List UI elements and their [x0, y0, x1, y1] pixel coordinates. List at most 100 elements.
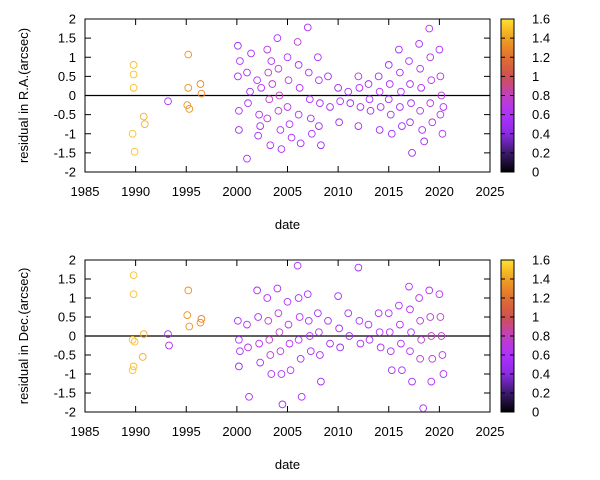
- data-point: [274, 64, 283, 73]
- data-point: [293, 261, 302, 270]
- data-point: [425, 24, 434, 33]
- data-point: [387, 129, 396, 138]
- data-point: [435, 45, 444, 54]
- data-point: [317, 141, 325, 150]
- data-point: [277, 145, 286, 153]
- data-point: [236, 57, 244, 65]
- data-point: [286, 366, 295, 375]
- data-point: [253, 76, 261, 85]
- data-point: [265, 95, 274, 104]
- data-point: [355, 83, 364, 92]
- colorbar-tick-label: 0.4: [532, 367, 550, 382]
- data-point: [386, 110, 395, 119]
- data-point: [303, 23, 312, 32]
- data-point: [266, 351, 275, 359]
- data-point: [284, 76, 293, 85]
- data-point: [297, 392, 306, 401]
- data-point: [386, 347, 395, 356]
- data-point: [235, 126, 243, 134]
- data-point: [305, 332, 314, 340]
- data-point: [315, 328, 323, 337]
- data-point: [234, 41, 242, 50]
- data-point: [415, 40, 423, 48]
- y-tick-label: -1.5: [54, 386, 76, 401]
- data-point: [396, 103, 404, 111]
- data-point: [185, 322, 194, 331]
- data-point: [254, 313, 262, 321]
- data-point: [139, 330, 148, 338]
- data-point: [243, 68, 251, 77]
- data-point: [336, 97, 345, 106]
- x-tick-label: 1985: [71, 184, 100, 199]
- data-point: [285, 120, 294, 129]
- data-point: [128, 366, 137, 375]
- data-point: [306, 114, 315, 123]
- data-point: [295, 313, 304, 321]
- data-point: [275, 91, 284, 100]
- data-point: [385, 328, 394, 337]
- data-point: [274, 309, 283, 318]
- data-point: [317, 377, 325, 386]
- colorbar-tick-label: 0.6: [532, 348, 550, 363]
- y-axis-label: residual in R.A.(arcsec): [16, 28, 31, 163]
- data-point: [437, 332, 446, 340]
- colorbar-tick-label: 1.4: [532, 31, 550, 46]
- data-point: [307, 129, 316, 138]
- data-point: [184, 83, 193, 92]
- data-point: [375, 87, 384, 96]
- data-point: [264, 316, 273, 325]
- data-point: [129, 271, 138, 280]
- y-tick-label: -2: [64, 405, 76, 420]
- data-point: [365, 95, 374, 104]
- data-point: [268, 80, 277, 88]
- data-point: [304, 68, 313, 77]
- x-tick-label: 2025: [476, 424, 505, 439]
- data-point: [420, 137, 429, 146]
- colorbar-tick-label: 1: [532, 69, 539, 84]
- data-point: [138, 353, 147, 361]
- data-point: [436, 72, 445, 81]
- data-point: [418, 126, 427, 134]
- data-point: [254, 131, 262, 140]
- data-point: [344, 87, 353, 96]
- data-point: [267, 57, 276, 65]
- colorbar-tick-label: 0.8: [532, 329, 550, 344]
- y-tick-label: 0.5: [58, 69, 76, 84]
- data-point: [184, 50, 193, 59]
- data-point: [427, 76, 436, 85]
- data-point: [263, 294, 272, 302]
- colorbar-tick-label: 0.6: [532, 107, 550, 122]
- colorbar-tick-label: 0.4: [532, 126, 550, 141]
- data-point: [314, 309, 322, 318]
- y-tick-label: 2: [69, 253, 76, 268]
- data-point: [439, 370, 448, 378]
- data-point: [408, 377, 416, 386]
- data-point: [426, 313, 435, 321]
- data-point: [130, 147, 139, 156]
- colorbar-tick-label: 1.4: [532, 272, 550, 287]
- data-point: [425, 286, 434, 295]
- data-point: [295, 83, 304, 92]
- data-point: [416, 64, 424, 73]
- data-point: [294, 294, 303, 302]
- data-point: [164, 330, 172, 338]
- data-point: [374, 72, 383, 81]
- data-point: [287, 133, 296, 142]
- data-point: [436, 110, 445, 119]
- data-point: [184, 286, 193, 295]
- data-point: [406, 118, 414, 127]
- y-tick-label: -2: [64, 165, 76, 180]
- data-point: [283, 53, 292, 62]
- data-point: [398, 366, 406, 375]
- data-point: [255, 110, 264, 119]
- data-point: [436, 313, 445, 321]
- data-point: [376, 343, 385, 352]
- colorbar-tick-label: 0.2: [532, 145, 550, 160]
- data-point: [296, 139, 305, 148]
- x-tick-label: 2010: [324, 184, 353, 199]
- data-point: [284, 320, 293, 329]
- data-point: [396, 320, 404, 329]
- data-point: [416, 316, 424, 325]
- x-tick-label: 2015: [374, 184, 403, 199]
- colorbar-tick-label: 0: [532, 405, 539, 420]
